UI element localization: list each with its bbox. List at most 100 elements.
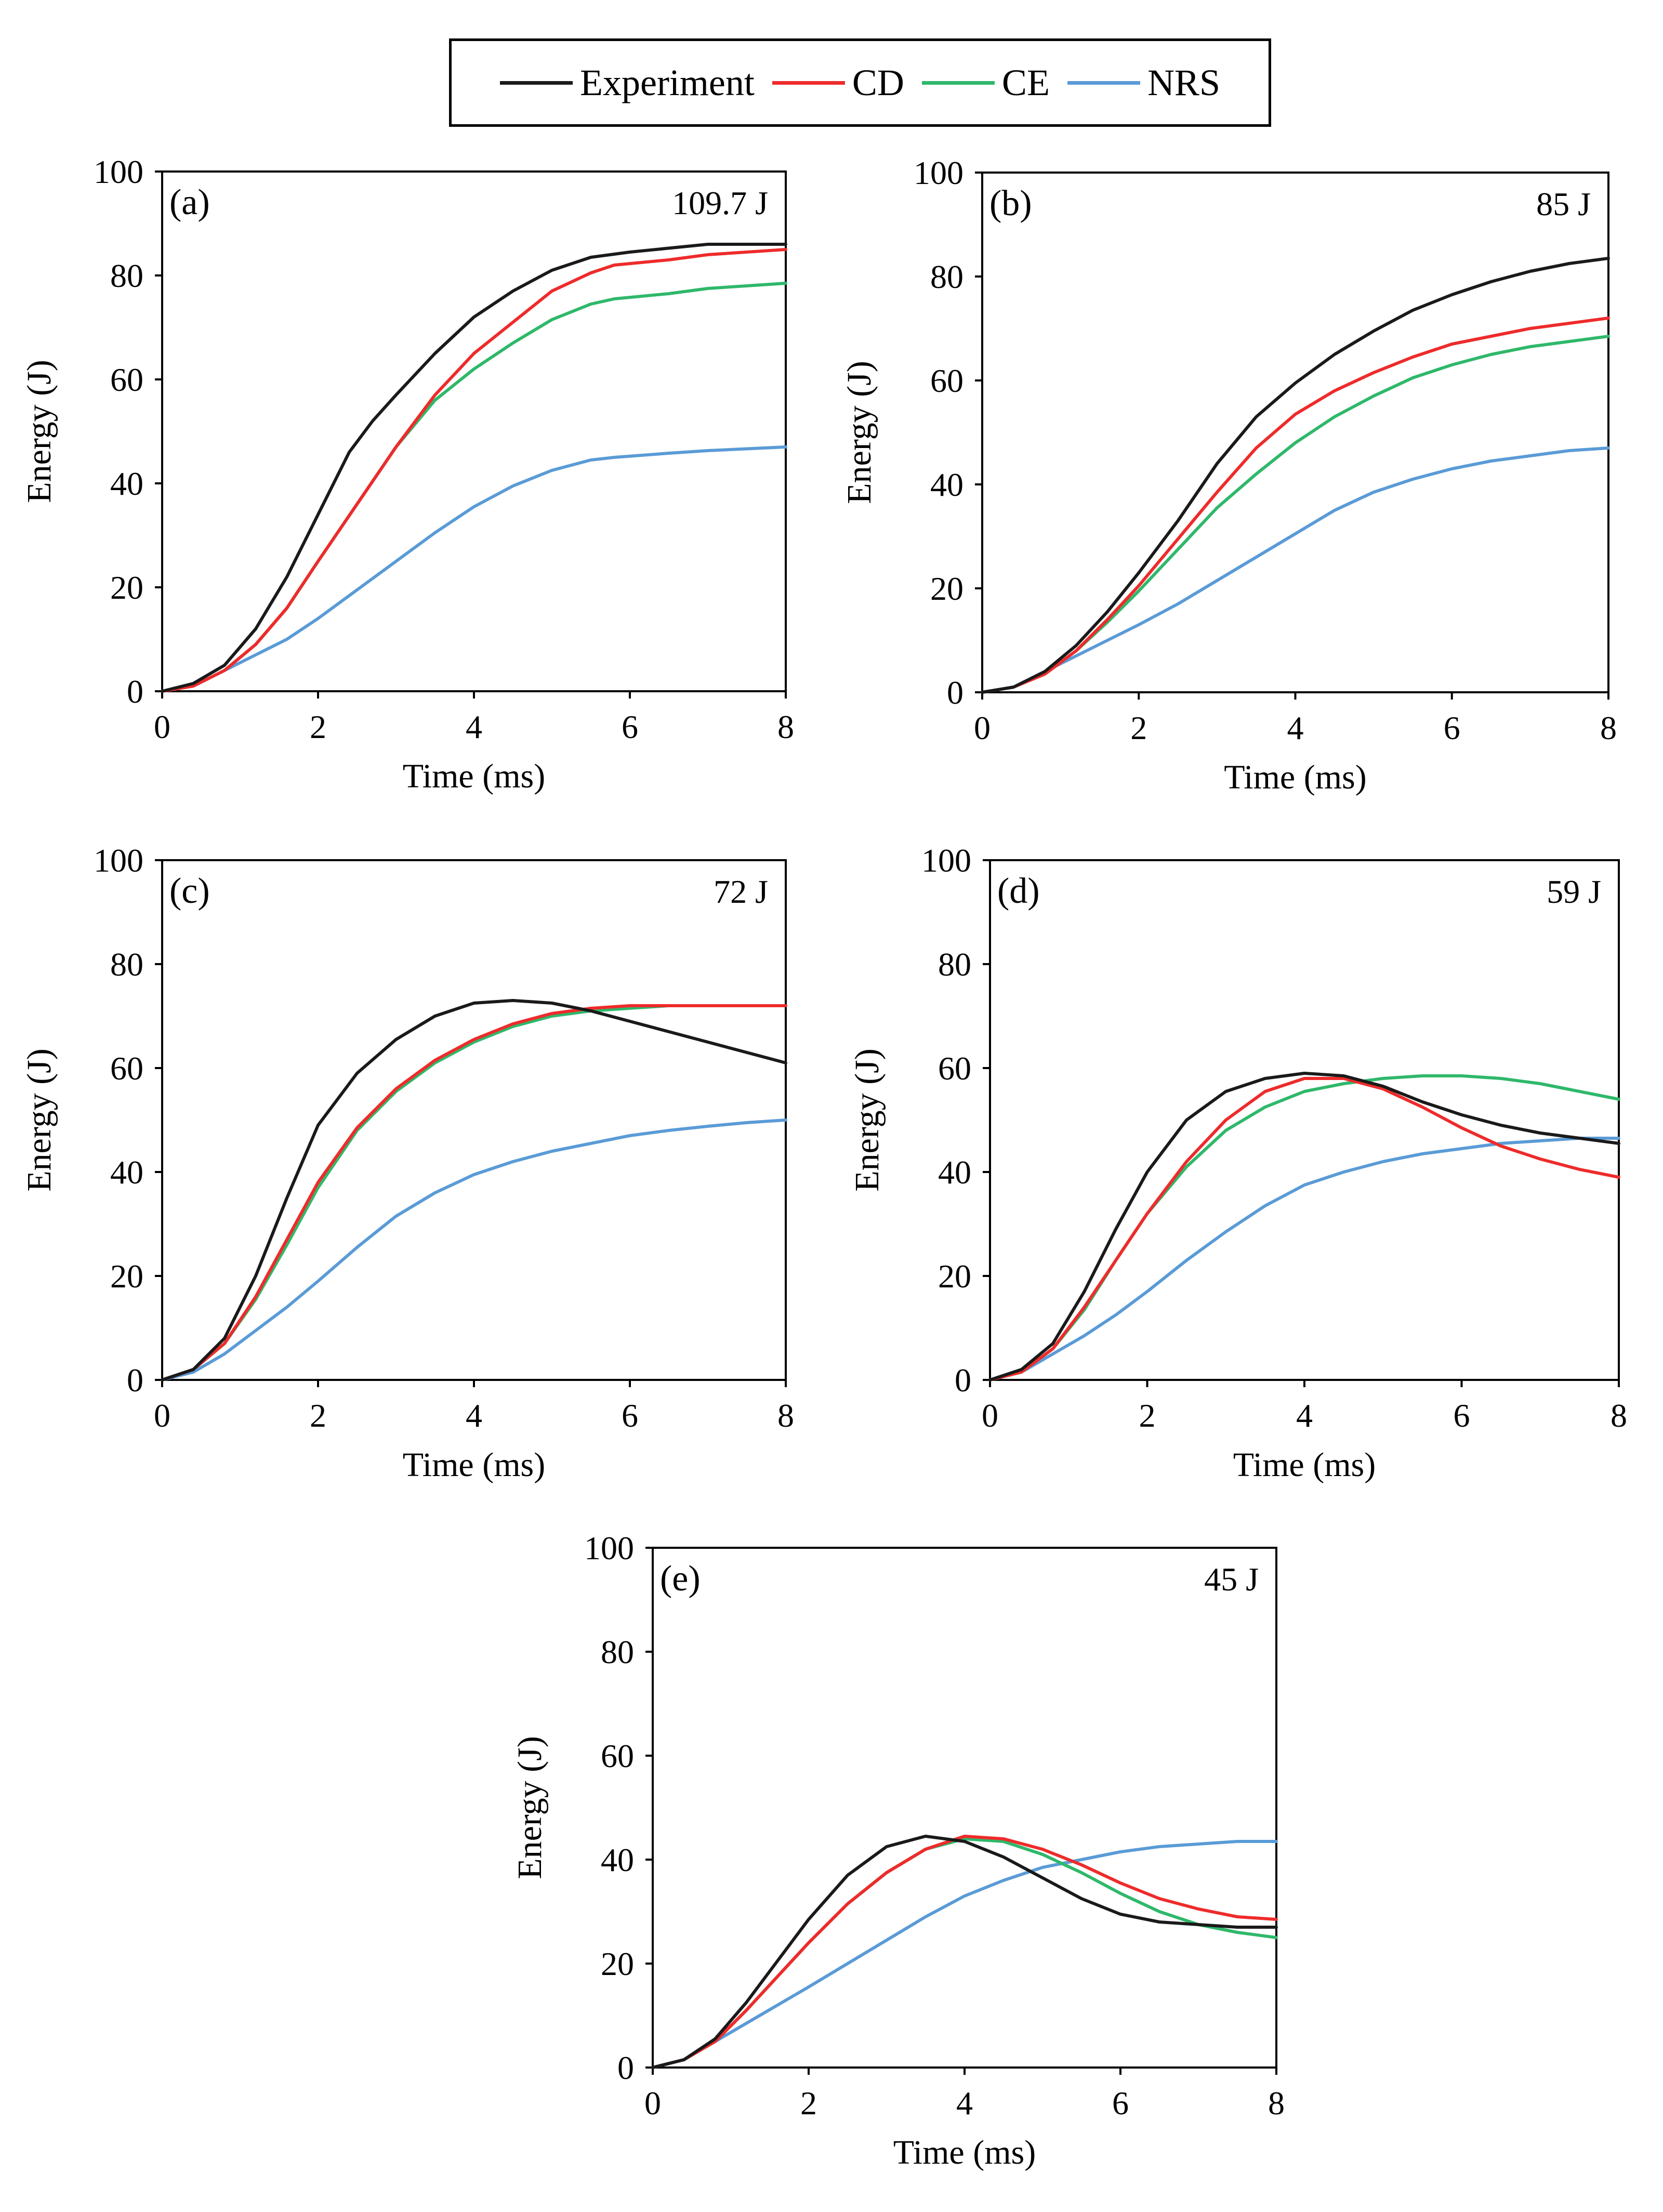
y-tick-label: 100: [921, 842, 971, 879]
energy-annotation: 85 J: [1536, 186, 1591, 222]
x-tick-label: 2: [1130, 709, 1147, 746]
y-tick-label: 60: [601, 1737, 634, 1774]
y-tick-label: 20: [110, 1258, 143, 1295]
series-line-cd: [988, 1077, 1620, 1381]
panel-label: (a): [169, 182, 210, 222]
panel-label: (c): [169, 871, 210, 911]
x-tick-label: 4: [1296, 1397, 1313, 1434]
series-line-ce: [981, 335, 1610, 694]
x-tick-label: 8: [777, 1397, 794, 1434]
legend-label-cd: CD: [852, 62, 904, 103]
x-tick-label: 6: [1454, 1397, 1470, 1434]
chart-panel-d: 0 20 40 60 80 100 0 2 4 6 8 Time (ms) Energy (J) (d) 5…: [848, 842, 1627, 1484]
x-tick-label: 0: [644, 2085, 661, 2122]
x-tick-label: 8: [1611, 1397, 1627, 1434]
x-tick-label: 2: [310, 708, 326, 745]
legend-item-cd: CD: [772, 64, 904, 101]
series-line-nrs: [981, 446, 1610, 694]
series-line-nrs: [161, 445, 787, 693]
x-tick-label: 8: [1268, 2085, 1285, 2122]
y-tick-label: 100: [94, 842, 143, 879]
y-tick-label: 80: [938, 946, 971, 983]
x-tick-label: 2: [310, 1397, 326, 1434]
x-tick-label: 6: [622, 1397, 638, 1434]
x-tick-label: 0: [974, 709, 991, 746]
y-axis-title: Energy (J): [840, 361, 878, 504]
y-tick-label: 20: [930, 570, 964, 607]
legend-label-experiment: Experiment: [580, 62, 755, 103]
y-tick-label: 40: [110, 1154, 143, 1191]
y-tick-label: 60: [110, 361, 143, 398]
y-tick-label: 60: [110, 1050, 143, 1087]
legend-item-nrs: NRS: [1067, 64, 1220, 101]
energy-annotation: 109.7 J: [672, 185, 768, 221]
x-tick-label: 0: [982, 1397, 998, 1434]
panel-label: (d): [997, 871, 1040, 911]
y-axis-title: Energy (J): [20, 360, 58, 503]
energy-annotation: 59 J: [1547, 873, 1601, 910]
series-line-experiment: [161, 243, 787, 693]
energy-annotation: 45 J: [1204, 1561, 1259, 1598]
y-axis-title: Energy (J): [511, 1736, 549, 1879]
series-line-experiment: [651, 1835, 1278, 2069]
x-axis-title: Time (ms): [403, 1446, 545, 1484]
x-tick-label: 4: [466, 1397, 482, 1434]
legend-swatch-cd: [772, 81, 845, 85]
plot-area-border: [981, 172, 1609, 693]
legend-swatch-nrs: [1067, 81, 1140, 85]
x-tick-label: 4: [466, 708, 482, 745]
legend: Experiment CD CE NRS: [449, 38, 1271, 127]
legend-swatch-experiment: [500, 81, 573, 85]
y-axis-title: Energy (J): [848, 1048, 886, 1192]
series-line-nrs: [988, 1137, 1620, 1381]
y-tick-label: 40: [601, 1841, 634, 1878]
x-axis-title: Time (ms): [893, 2134, 1036, 2171]
panel-label: (b): [989, 183, 1032, 223]
y-tick-label: 0: [617, 2049, 634, 2086]
x-tick-label: 2: [1139, 1397, 1156, 1434]
x-tick-label: 0: [154, 1397, 170, 1434]
y-tick-label: 80: [110, 946, 143, 983]
x-tick-label: 4: [1287, 709, 1304, 746]
y-tick-label: 40: [938, 1154, 971, 1191]
series-line-nrs: [161, 1118, 787, 1381]
series-line-cd: [161, 1004, 787, 1381]
y-tick-label: 80: [930, 258, 964, 295]
chart-panel-a: 0 20 40 60 80 100 0 2 4 6 8 Time (ms) Energy (J) (a) 1…: [20, 153, 794, 795]
series-line-experiment: [988, 1072, 1620, 1381]
y-tick-label: 20: [938, 1258, 971, 1295]
x-tick-label: 4: [956, 2085, 973, 2122]
x-tick-label: 6: [622, 708, 638, 745]
plot-area-border: [989, 859, 1620, 1381]
y-tick-label: 0: [947, 674, 964, 711]
x-axis-title: Time (ms): [1233, 1446, 1376, 1484]
series-line-nrs: [651, 1840, 1278, 2069]
y-tick-label: 0: [955, 1362, 971, 1399]
x-tick-label: 2: [800, 2085, 817, 2122]
y-tick-label: 80: [601, 1634, 634, 1670]
y-tick-label: 0: [127, 673, 143, 710]
series-line-cd: [651, 1835, 1278, 2069]
y-tick-label: 20: [601, 1945, 634, 1982]
series-line-cd: [161, 248, 787, 693]
x-tick-label: 8: [777, 708, 794, 745]
legend-label-nrs: NRS: [1147, 62, 1220, 103]
plot-area-border: [161, 170, 787, 692]
x-tick-label: 8: [1600, 709, 1617, 746]
energy-annotation: 72 J: [714, 873, 768, 910]
panel-label: (e): [660, 1559, 701, 1599]
legend-item-experiment: Experiment: [500, 64, 755, 101]
y-tick-label: 20: [110, 569, 143, 606]
x-tick-label: 6: [1444, 709, 1460, 746]
x-tick-label: 6: [1112, 2085, 1129, 2122]
series-line-experiment: [161, 999, 787, 1381]
series-line-ce: [161, 1004, 787, 1381]
series-line-experiment: [981, 257, 1610, 694]
plot-area-border: [652, 1547, 1277, 2069]
y-tick-label: 60: [938, 1050, 971, 1087]
series-line-cd: [981, 317, 1610, 694]
chart-panel-e: 0 20 40 60 80 100 0 2 4 6 8 Time (ms) Energy (J) (e) 4…: [511, 1530, 1285, 2171]
y-tick-label: 100: [584, 1530, 634, 1566]
y-tick-label: 100: [914, 154, 964, 191]
y-tick-label: 60: [930, 362, 964, 399]
